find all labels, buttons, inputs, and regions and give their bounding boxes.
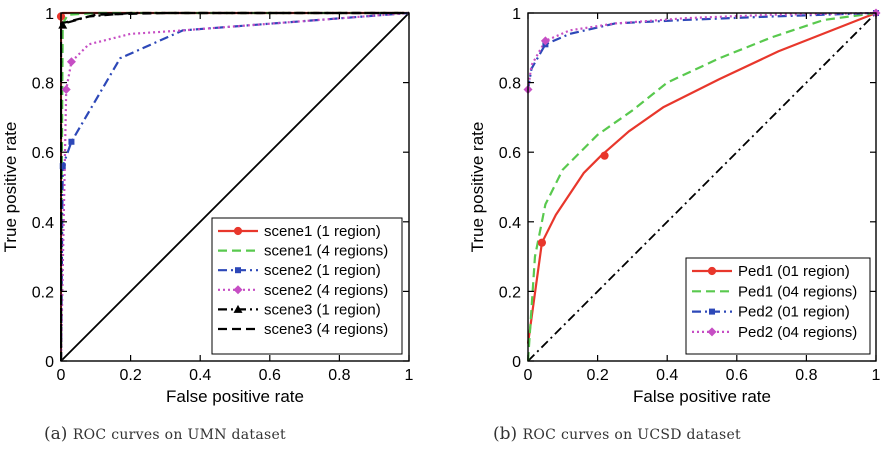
- y-tick-label: 1: [45, 6, 54, 23]
- y-tick-label: 0.6: [499, 145, 521, 162]
- series-line-3: [60, 11, 410, 362]
- plot-frame: [527, 12, 877, 362]
- legend-entry-label: scene3 (1 region): [264, 301, 381, 318]
- y-tick-label: 0.2: [32, 284, 54, 301]
- caption-label: (b): [493, 424, 523, 444]
- x-tick-label: 1: [872, 367, 881, 384]
- x-tick-label: 1: [405, 367, 414, 384]
- x-tick-label: 0.6: [726, 367, 748, 384]
- figure-caption: (a) ROC curves on UMN dataset: [44, 424, 286, 444]
- x-tick-label: 0.2: [119, 367, 141, 384]
- caption-text: ROC curves on UCSD dataset: [523, 427, 741, 443]
- legend-entry-label: scene3 (4 regions): [264, 321, 388, 338]
- y-tick-label: 0.8: [32, 76, 54, 93]
- chart-panel-umn: 0 0.2 0.4 0.6 0.8 1 0 0.2 0.4 0.6 0.8 1 False positi…: [1, 6, 414, 444]
- x-tick-label: 0.8: [795, 367, 817, 384]
- plot-frame: [60, 12, 410, 362]
- x-tick-label: 0.2: [586, 367, 608, 384]
- series-line-4: [527, 11, 877, 90]
- x-tick-label: 0.8: [328, 367, 350, 384]
- caption-label: (a): [44, 424, 73, 444]
- y-tick-label: 0.6: [32, 145, 54, 162]
- legend-swatch-marker: [235, 267, 241, 274]
- legend-entry-label: Ped1 (04 regions): [738, 283, 857, 300]
- x-tick-label: 0: [57, 367, 66, 384]
- series-4-marker-2: [66, 57, 76, 67]
- x-axis-label: False positive rate: [166, 387, 304, 406]
- legend-entry-label: Ped2 (04 regions): [738, 324, 857, 341]
- legend-swatch-marker: [233, 226, 243, 236]
- chart-panel-ucsd: 0 0.2 0.4 0.6 0.8 1 0 0.2 0.4 0.6 0.8 1 False positi…: [468, 6, 881, 444]
- x-tick-label: 0.4: [656, 367, 678, 384]
- series-line-3: [527, 11, 877, 90]
- legend-swatch-marker: [709, 308, 715, 315]
- reference-diagonal-line: [60, 12, 410, 362]
- y-tick-label: 0: [45, 354, 54, 371]
- x-tick-label: 0.4: [189, 367, 211, 384]
- series-3-marker-2: [68, 138, 75, 145]
- figure-caption: (b) ROC curves on UCSD dataset: [493, 424, 741, 444]
- x-axis-label: False positive rate: [633, 387, 771, 406]
- caption-text: ROC curves on UMN dataset: [73, 427, 286, 443]
- legend-entry-label: Ped2 (01 region): [738, 304, 850, 321]
- reference-diagonal-line: [527, 12, 877, 362]
- legend-entry-label: scene1 (4 regions): [264, 243, 388, 260]
- series-1-marker-2: [600, 151, 609, 160]
- series-3-marker-1: [59, 163, 66, 170]
- legend-entry-label: scene2 (1 region): [264, 262, 381, 279]
- legend-swatch-marker: [707, 266, 717, 276]
- legend-swatch-marker: [233, 285, 243, 295]
- legend-entry-label: scene1 (1 region): [264, 223, 381, 240]
- legend: scene1 (1 region) scene1 (4 regions) scene…: [211, 217, 403, 355]
- legend-entry-label: scene2 (4 regions): [264, 282, 388, 299]
- series-1-marker-1: [537, 238, 547, 247]
- series-4-marker-2: [540, 36, 550, 46]
- legend: Ped1 (01 region) Ped1 (04 regions) Ped2 (0…: [685, 257, 871, 355]
- y-tick-label: 0: [512, 354, 521, 371]
- legend-swatch-marker: [233, 304, 243, 313]
- y-tick-label: 1: [512, 6, 521, 23]
- y-axis-label: True positive rate: [468, 122, 487, 253]
- y-tick-label: 0.8: [499, 76, 521, 93]
- y-tick-label: 0.4: [32, 215, 54, 232]
- series-4-marker-1: [61, 85, 71, 95]
- series-lines: [527, 11, 877, 362]
- y-tick-label: 0.2: [499, 284, 521, 301]
- x-tick-label: 0.6: [259, 367, 281, 384]
- legend-box: [685, 257, 871, 355]
- x-tick-label: 0: [524, 367, 533, 384]
- series-line-1: [527, 11, 877, 344]
- series-line-2: [527, 11, 877, 362]
- y-axis-label: True positive rate: [1, 122, 20, 253]
- legend-entry-label: Ped1 (01 region): [738, 263, 850, 280]
- legend-swatch-marker: [707, 327, 717, 337]
- legend-box: [211, 217, 403, 355]
- y-tick-label: 0.4: [499, 215, 521, 232]
